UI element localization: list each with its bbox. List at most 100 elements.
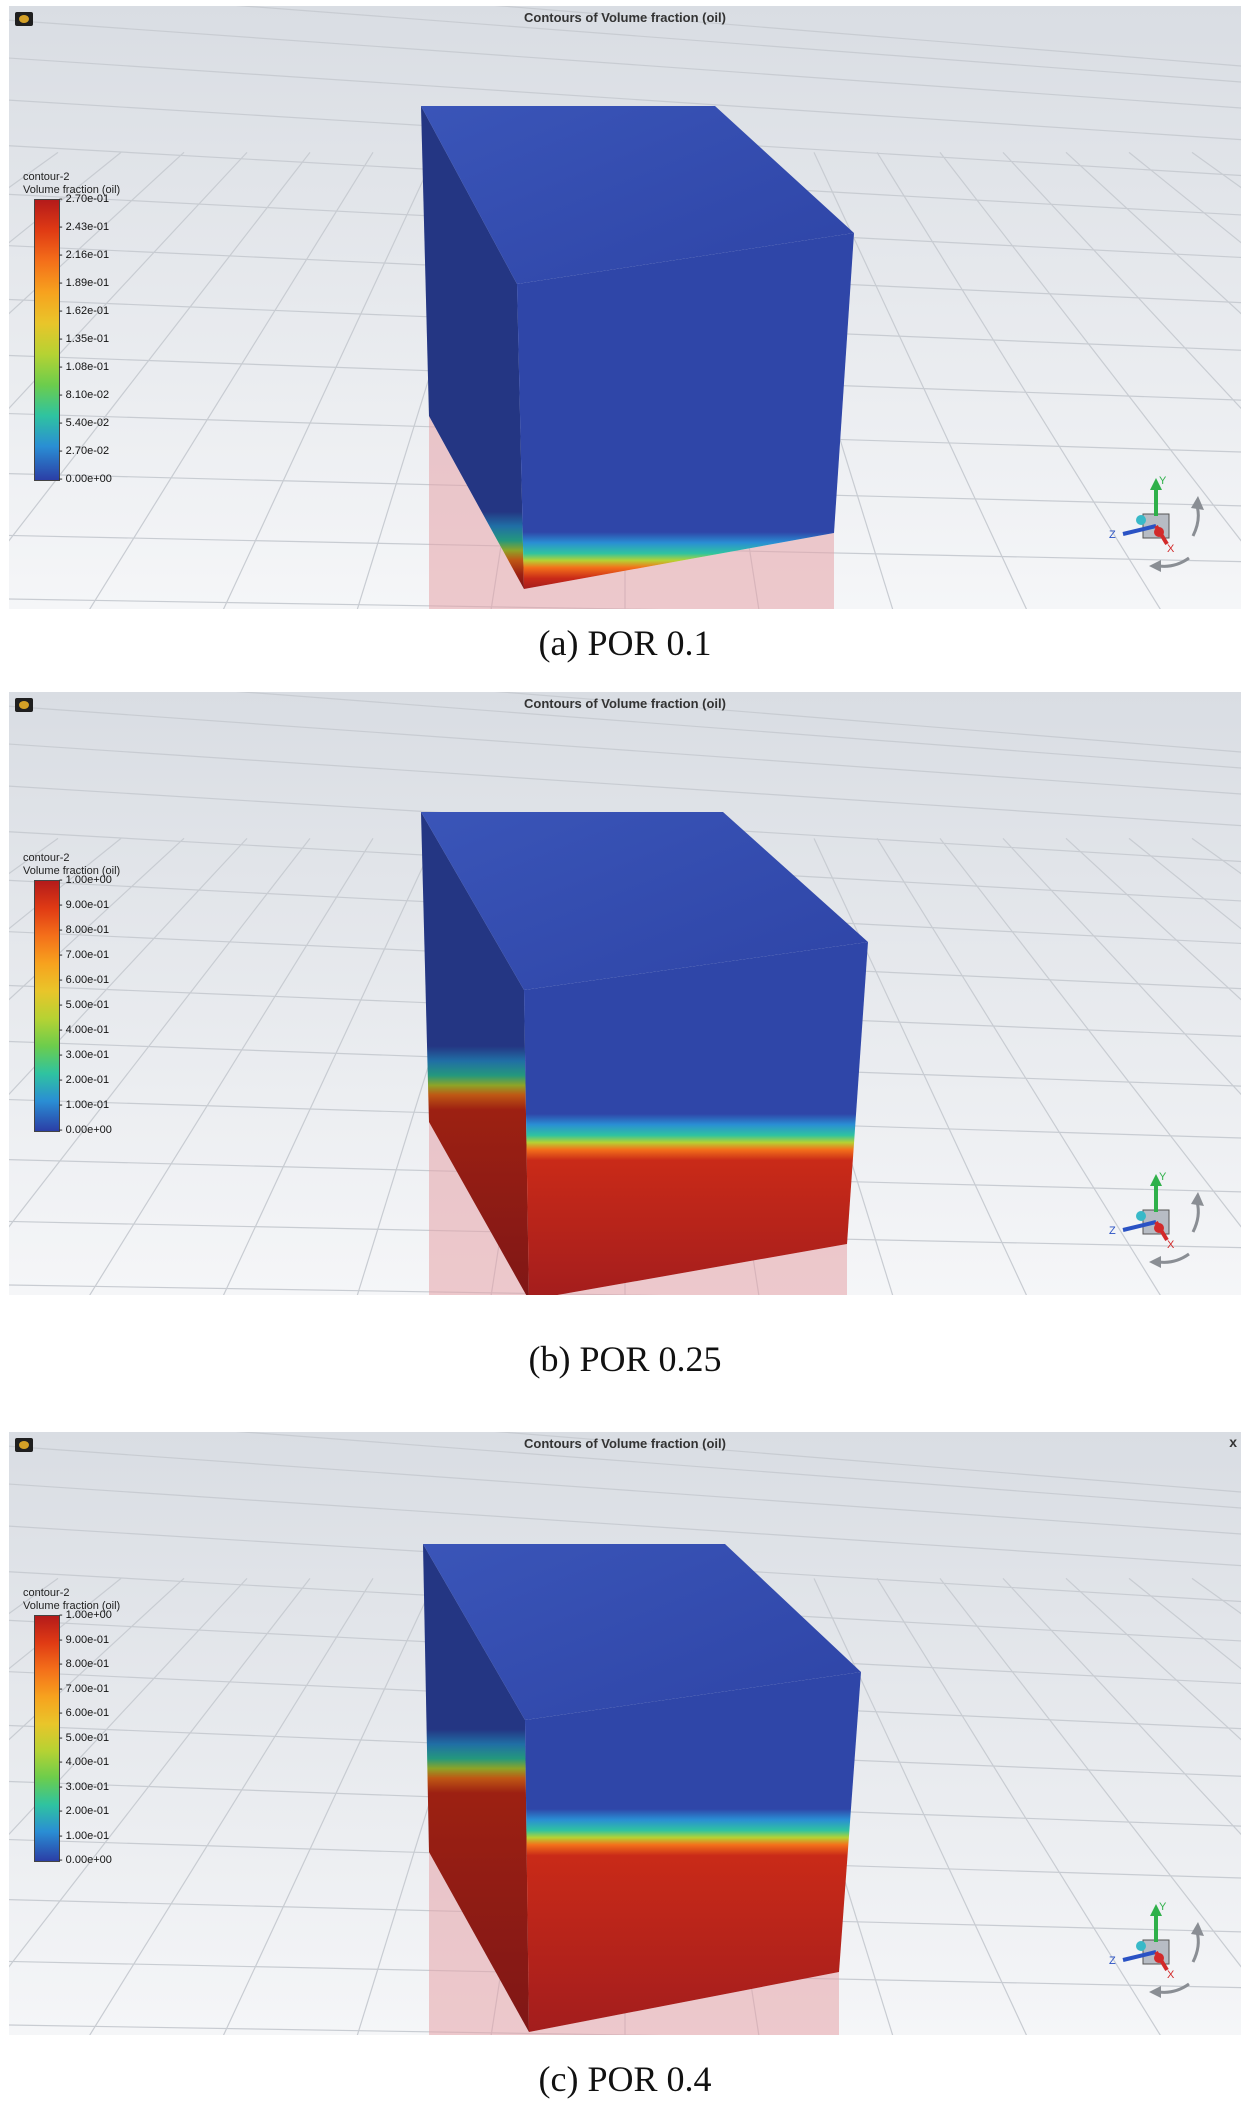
z-axis-arrow xyxy=(1122,1950,1157,1962)
legend-tick-label: 8.00e-01 xyxy=(59,1657,109,1671)
cube-front-face xyxy=(517,233,854,589)
legend-tick-label: 2.43e-01 xyxy=(59,220,109,234)
legend-tick-label: 8.10e-02 xyxy=(59,388,109,402)
x-axis-label: X xyxy=(1167,543,1175,555)
legend-tick-label: 9.00e-01 xyxy=(59,898,109,912)
legend-tick-label: 3.00e-01 xyxy=(59,1048,109,1062)
legend-tick-label: 1.00e+00 xyxy=(59,1608,112,1622)
legend-tick-label: 7.00e-01 xyxy=(59,1682,109,1696)
legend-tick-label: 9.00e-01 xyxy=(59,1633,109,1647)
rotate-left-arrowhead xyxy=(1149,1256,1161,1268)
cube-top-face xyxy=(423,1544,861,1720)
legend-contour-name: contour-2 xyxy=(23,171,70,183)
rotate-left-icon xyxy=(1158,1252,1190,1264)
view-title: Contours of Volume fraction (oil) xyxy=(524,1436,726,1451)
viewport-scene xyxy=(9,692,1241,1295)
axis-triad[interactable]: Y Z X xyxy=(1101,476,1221,586)
rotate-left-arrowhead xyxy=(1149,560,1161,572)
rotate-left-icon xyxy=(1158,556,1190,568)
legend-tick-label: 0.00e+00 xyxy=(59,1123,112,1137)
z-axis-label: Z xyxy=(1109,1225,1116,1237)
view-title: Contours of Volume fraction (oil) xyxy=(524,10,726,25)
legend-tick-label: 7.00e-01 xyxy=(59,948,109,962)
cube-side-face xyxy=(423,1544,529,2032)
viewport-scene xyxy=(9,1432,1241,2035)
x-axis-label: X xyxy=(1167,1969,1175,1981)
rotate-up-arrowhead xyxy=(1191,1192,1204,1206)
origin-marker-icon xyxy=(1136,1211,1146,1221)
cube-side-shade xyxy=(421,812,529,1295)
caption-a: (a) POR 0.1 xyxy=(538,623,712,663)
legend-contour-name: contour-2 xyxy=(23,852,70,864)
legend-tick-label: 1.62e-01 xyxy=(59,304,109,318)
x-axis-dot xyxy=(1154,527,1164,537)
viewer-panel-b: Contours of Volume fraction (oil) contour… xyxy=(9,692,1241,1295)
rotate-left-arrowhead xyxy=(1149,1986,1161,1998)
z-axis-label: Z xyxy=(1109,1955,1116,1967)
legend-color-bar xyxy=(34,1615,60,1862)
cube-side-shade xyxy=(421,106,524,589)
cube-side-shade xyxy=(423,1544,529,2032)
cube-front-face xyxy=(524,942,868,1295)
legend-tick-label: 2.00e-01 xyxy=(59,1804,109,1818)
cube-top-face xyxy=(421,106,854,284)
view-title: Contours of Volume fraction (oil) xyxy=(524,696,726,711)
rotate-up-icon xyxy=(1191,1931,1200,1963)
legend-tick-label: 2.00e-01 xyxy=(59,1073,109,1087)
y-axis-label: Y xyxy=(1159,1172,1167,1183)
legend-tick-label: 5.40e-02 xyxy=(59,416,109,430)
z-axis-arrow xyxy=(1122,1220,1157,1232)
legend-tick-label: 1.08e-01 xyxy=(59,360,109,374)
x-axis-dot xyxy=(1154,1953,1164,1963)
y-axis-arrowhead xyxy=(1150,478,1162,490)
caption-b: (b) POR 0.25 xyxy=(528,1339,722,1379)
legend-tick-label: 2.70e-02 xyxy=(59,444,109,458)
z-axis-label: Z xyxy=(1109,529,1116,541)
legend-tick-label: 1.00e-01 xyxy=(59,1829,109,1843)
legend-tick-label: 0.00e+00 xyxy=(59,472,112,486)
close-icon[interactable]: x xyxy=(1229,1434,1237,1450)
cube-reflection xyxy=(429,416,834,609)
legend-tick-label: 1.89e-01 xyxy=(59,276,109,290)
y-axis-arrowhead xyxy=(1150,1174,1162,1186)
y-axis-label: Y xyxy=(1159,476,1167,487)
legend-tick-label: 1.00e-01 xyxy=(59,1098,109,1112)
rotate-up-arrowhead xyxy=(1191,496,1204,510)
cube-reflection xyxy=(429,1852,839,2035)
cube-top-face xyxy=(421,812,868,990)
axis-triad[interactable]: Y Z X xyxy=(1101,1902,1221,2012)
legend-tick-label: 0.00e+00 xyxy=(59,1853,112,1867)
legend-color-bar xyxy=(34,199,60,481)
cube-front-face xyxy=(525,1672,861,2032)
legend-tick-label: 2.70e-01 xyxy=(59,192,109,206)
legend-contour-name: contour-2 xyxy=(23,1587,70,1599)
caption-c: (c) POR 0.4 xyxy=(538,2059,712,2099)
legend-tick-label: 6.00e-01 xyxy=(59,1706,109,1720)
legend-tick-label: 6.00e-01 xyxy=(59,973,109,987)
app-logo-icon xyxy=(15,1438,33,1452)
x-axis-dot xyxy=(1154,1223,1164,1233)
x-axis-label: X xyxy=(1167,1239,1175,1251)
y-axis-arrowhead xyxy=(1150,1904,1162,1916)
viewport-scene xyxy=(9,6,1241,609)
cube-side-face xyxy=(421,812,529,1295)
legend-tick-label: 1.35e-01 xyxy=(59,332,109,346)
axis-triad[interactable]: Y Z X xyxy=(1101,1172,1221,1282)
legend-tick-label: 4.00e-01 xyxy=(59,1023,109,1037)
legend-tick-label: 1.00e+00 xyxy=(59,873,112,887)
origin-marker-icon xyxy=(1136,515,1146,525)
cube-reflection xyxy=(429,1122,847,1295)
cube-side-face xyxy=(421,106,524,589)
rotate-left-icon xyxy=(1158,1982,1190,1994)
legend-tick-label: 3.00e-01 xyxy=(59,1780,109,1794)
rotate-up-arrowhead xyxy=(1191,1922,1204,1936)
legend-tick-label: 2.16e-01 xyxy=(59,248,109,262)
rotate-up-icon xyxy=(1191,1201,1200,1233)
y-axis-label: Y xyxy=(1159,1902,1167,1913)
viewer-panel-c: Contours of Volume fraction (oil) x contou… xyxy=(9,1432,1241,2035)
legend-color-bar xyxy=(34,880,60,1132)
z-axis-arrow xyxy=(1122,524,1157,536)
